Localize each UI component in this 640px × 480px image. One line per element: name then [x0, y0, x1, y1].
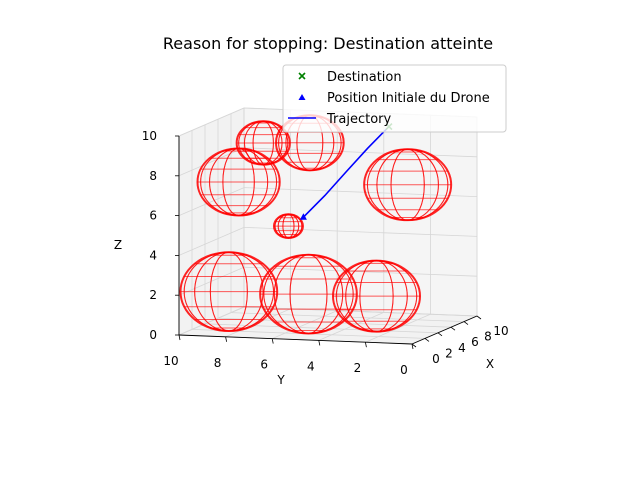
grid-line — [243, 306, 478, 317]
z-tick-label: 10 — [142, 129, 157, 143]
x-tick-label: 8 — [484, 330, 492, 344]
legend-label-destination: Destination — [327, 70, 402, 85]
grid-lines — [178, 107, 478, 345]
grid-line — [178, 227, 245, 256]
y-tick — [318, 340, 321, 346]
x-tick — [463, 321, 469, 325]
y-tick — [225, 336, 227, 342]
grid-line — [204, 323, 439, 334]
chart-title: Reason for stopping: Destination atteint… — [163, 34, 493, 53]
y-tick-label: 2 — [354, 361, 362, 375]
y-tick — [411, 343, 414, 350]
legend-label-start: Position Initiale du Drone — [327, 91, 490, 106]
y-tick-label: 10 — [163, 354, 178, 368]
start-position-marker — [299, 213, 307, 220]
x-tick — [476, 315, 482, 320]
grid-line — [178, 306, 245, 336]
x-tick-label: 6 — [471, 335, 479, 349]
grid-line — [318, 312, 384, 341]
x-tick-label: 4 — [458, 341, 466, 355]
y-tick — [271, 338, 274, 344]
x-tick-label: 10 — [493, 324, 508, 338]
grid-line — [243, 187, 478, 197]
z-tick-label: 6 — [149, 209, 157, 223]
obstacle-sphere — [363, 148, 453, 222]
z-axis-label: Z — [114, 238, 122, 252]
y-tick-label: 4 — [307, 359, 315, 373]
z-tick-label: 4 — [149, 248, 157, 262]
x-axis-label: X — [486, 357, 494, 371]
y-tick-label: 6 — [260, 358, 268, 372]
axis-lines — [178, 136, 478, 345]
obstacle-sphere — [179, 251, 279, 333]
legend-label-trajectory: Trajectory — [326, 112, 391, 127]
grid-line — [243, 147, 478, 158]
grid-line — [178, 266, 245, 296]
grid-line — [178, 187, 245, 216]
obstacle-sphere — [272, 213, 304, 239]
z-tick-label: 2 — [149, 288, 157, 302]
legend-start-marker — [298, 94, 306, 100]
trajectory-line — [302, 126, 390, 218]
z-tick-label: 8 — [149, 169, 157, 183]
y-tick-label: 0 — [400, 363, 408, 377]
x-tick-label: 0 — [432, 352, 440, 366]
obstacle-spheres — [179, 114, 453, 335]
y-tick-label: 8 — [214, 356, 222, 370]
obstacle-sphere — [331, 259, 422, 333]
y-tick — [365, 342, 367, 348]
x-tick — [437, 332, 443, 337]
grid-line — [178, 107, 245, 137]
x-tick — [424, 338, 430, 342]
obstacle-sphere — [196, 147, 281, 217]
z-tick-label: 0 — [149, 328, 157, 342]
grid-line — [272, 310, 338, 339]
legend-destination-marker — [298, 72, 306, 80]
x-tick — [450, 326, 456, 331]
x-tick — [411, 343, 417, 348]
legend: Destination Position Initiale du Drone T… — [282, 64, 507, 133]
axes-panes — [178, 107, 478, 345]
y-axis-line — [178, 334, 413, 345]
x-axis-line — [411, 315, 478, 345]
y-axis-label: Y — [276, 373, 285, 387]
back-left-pane — [178, 107, 245, 336]
y-tick — [178, 334, 181, 341]
x-tick-label: 2 — [445, 346, 453, 360]
legend-box — [282, 64, 507, 133]
obstacle-sphere — [259, 253, 358, 335]
grid-line — [178, 147, 245, 177]
